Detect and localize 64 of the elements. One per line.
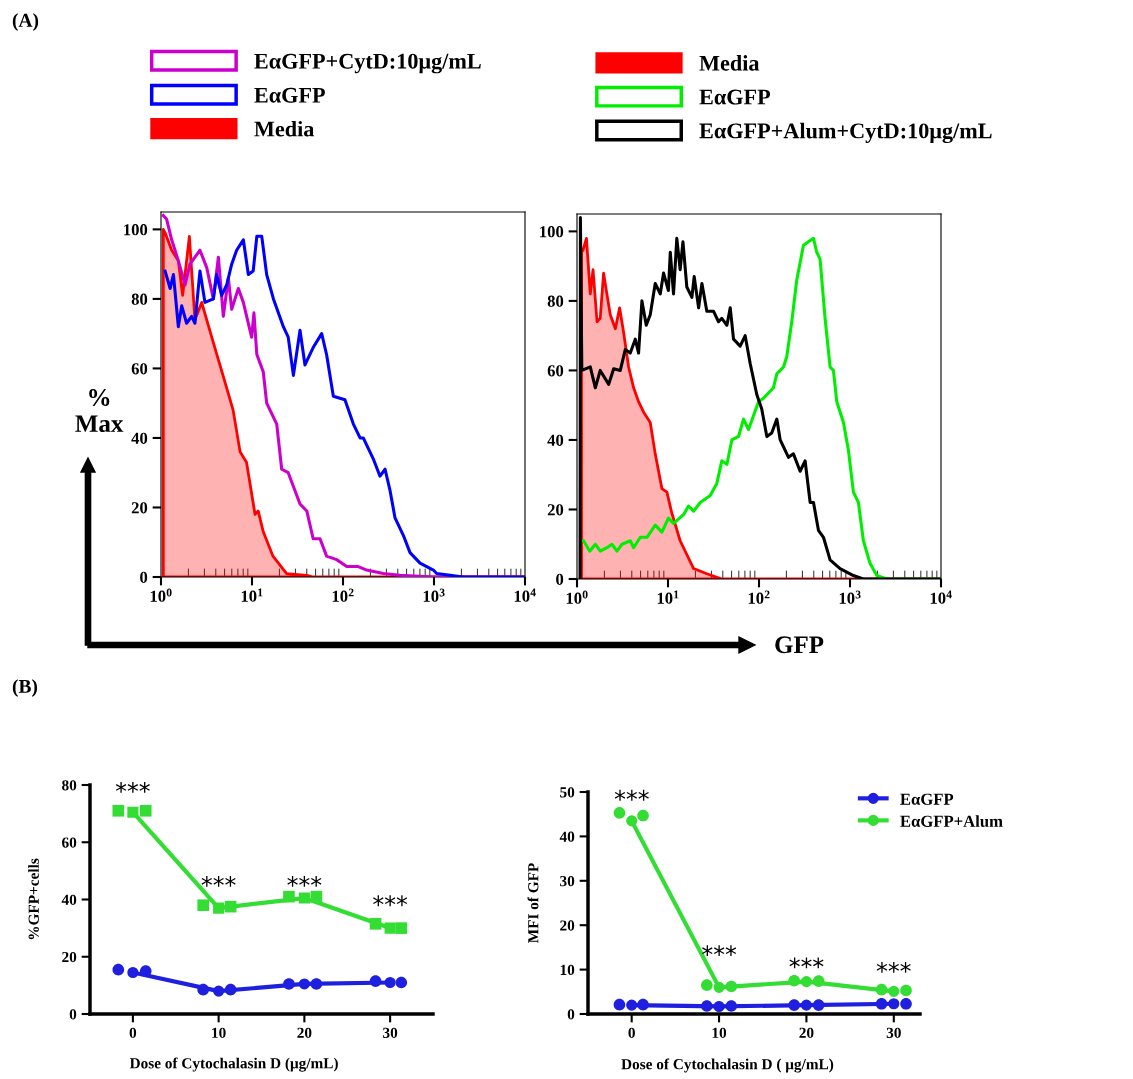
x-tick-label: 10$^{2}$ [748,590,770,604]
y-tick-label: 20 [547,504,564,516]
x-tick-label: 10$^{3}$ [423,588,445,602]
y-tick-label: 40 [547,434,564,446]
legend-label: EαGFP+Alum+CytD:10μg/mL [699,122,992,144]
text: (A) [12,13,39,31]
y-tick-label: 50 [560,787,575,798]
y-tick-label: 60 [131,363,148,375]
x-tick-label: 10$^{0}$ [150,588,172,602]
y-tick-label: 100 [540,226,564,238]
x-axis-title: Dose of Cytochalasin D (μg/mL) [129,1057,338,1072]
x-tick-label: 10$^{1}$ [657,590,679,604]
y-tick-label: 80 [547,295,564,307]
y-axis-title: % Max [75,389,124,433]
x-tick-label: 10$^{0}$ [566,590,588,604]
y-tick-label: 30 [560,875,575,887]
text: (B) [12,679,38,697]
x-tick-label: 20 [297,1027,312,1038]
y-tick-label: 80 [131,293,148,305]
y-tick-label: 80 [62,780,77,791]
x-tick-label: 0 [628,1027,635,1038]
y-tick-label: 20 [131,502,148,514]
x-axis-title: Dose of Cytochalasin D ( μg/mL) [621,1058,834,1073]
y-tick-label: 60 [547,365,564,377]
legend-label: EαGFP [900,793,954,805]
y-tick-label: 40 [61,894,77,905]
legend-label: Media [254,120,315,137]
y-tick-label: 10 [560,964,575,976]
x-tick-label: 30 [383,1027,398,1038]
x-tick-label: 10$^{2}$ [332,588,354,602]
x-tick-label: 10$^{4}$ [514,588,536,602]
x-tick-label: 10 [712,1027,727,1038]
annotation: *** [614,789,649,801]
legend-label: EαGFP+Alum [900,815,1003,827]
x-tick-label: 10$^{1}$ [241,588,263,602]
annotation: *** [201,875,236,887]
y-tick-label: 40 [559,831,575,842]
y-axis-title: MFI of GFP [527,863,539,944]
annotation: *** [373,895,408,907]
x-tick-label: 20 [799,1027,814,1038]
y-tick-label: 100 [124,224,148,236]
x-axis-title: GFP [775,636,824,654]
y-tick-label: 0 [556,573,564,585]
annotation: *** [789,957,824,969]
x-tick-label: 10$^{3}$ [839,590,861,604]
x-tick-label: 10$^{4}$ [930,590,952,604]
legend-label: Media [699,55,760,71]
y-axis-title: %GFP+cells [28,858,39,940]
legend-label: EαGFP [699,89,771,105]
y-tick-label: 0 [567,1009,575,1020]
annotation: *** [287,875,322,887]
y-tick-label: 20 [62,951,77,963]
legend-label: EαGFP [254,87,325,103]
annotation: *** [702,945,737,957]
y-tick-label: 40 [131,432,148,444]
annotation: *** [115,782,150,793]
y-tick-label: 0 [69,1009,77,1020]
legend-label: EαGFP+CytD:10μg/mL [254,53,481,74]
annotation: *** [876,961,911,973]
y-tick-label: 60 [62,837,77,848]
y-tick-label: 0 [140,571,148,583]
y-tick-label: 20 [560,920,575,931]
x-tick-label: 30 [886,1027,901,1038]
x-tick-label: 10 [212,1027,226,1038]
